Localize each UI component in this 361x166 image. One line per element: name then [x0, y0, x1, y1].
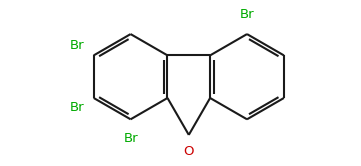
Text: Br: Br [70, 101, 84, 114]
Text: Br: Br [240, 8, 254, 21]
Text: Br: Br [123, 132, 138, 145]
Text: Br: Br [70, 39, 84, 52]
Text: O: O [183, 145, 194, 158]
